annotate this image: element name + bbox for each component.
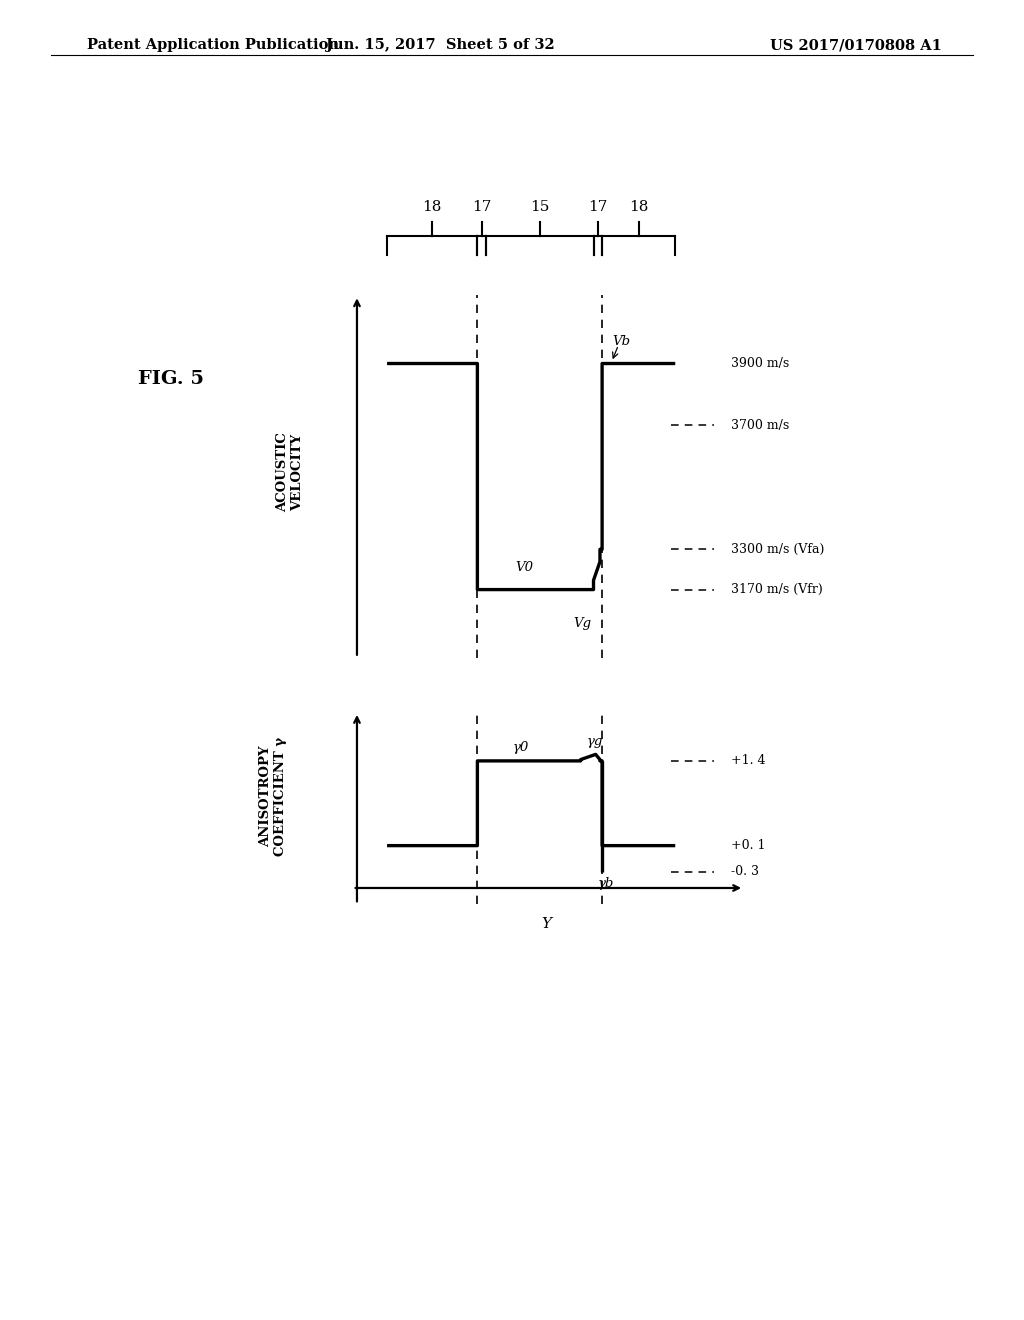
Text: ACOUSTIC
VELOCITY: ACOUSTIC VELOCITY <box>276 432 304 512</box>
Text: 18: 18 <box>629 199 648 214</box>
Text: γb: γb <box>597 876 613 890</box>
Text: Y: Y <box>541 917 551 932</box>
Text: 3170 m/s (Vfr): 3170 m/s (Vfr) <box>731 583 823 597</box>
Text: 15: 15 <box>530 199 550 214</box>
Text: FIG. 5: FIG. 5 <box>138 370 204 388</box>
Text: +1. 4: +1. 4 <box>731 755 766 767</box>
Text: V0: V0 <box>516 561 534 574</box>
Text: Vb: Vb <box>612 335 631 348</box>
Text: 17: 17 <box>472 199 492 214</box>
Text: γ0: γ0 <box>512 742 528 754</box>
Text: γg: γg <box>587 735 603 748</box>
Text: 3900 m/s: 3900 m/s <box>731 356 790 370</box>
Text: ANISOTROPY
COEFFICIENT γ: ANISOTROPY COEFFICIENT γ <box>259 737 287 855</box>
Text: 3700 m/s: 3700 m/s <box>731 418 790 432</box>
Text: Vg: Vg <box>573 618 592 630</box>
Text: -0. 3: -0. 3 <box>731 865 759 878</box>
Text: 18: 18 <box>423 199 442 214</box>
Text: +0. 1: +0. 1 <box>731 840 766 853</box>
Text: Jun. 15, 2017  Sheet 5 of 32: Jun. 15, 2017 Sheet 5 of 32 <box>326 38 555 53</box>
Text: Patent Application Publication: Patent Application Publication <box>87 38 339 53</box>
Text: US 2017/0170808 A1: US 2017/0170808 A1 <box>770 38 942 53</box>
Text: 3300 m/s (Vfa): 3300 m/s (Vfa) <box>731 543 824 556</box>
Text: 17: 17 <box>588 199 607 214</box>
